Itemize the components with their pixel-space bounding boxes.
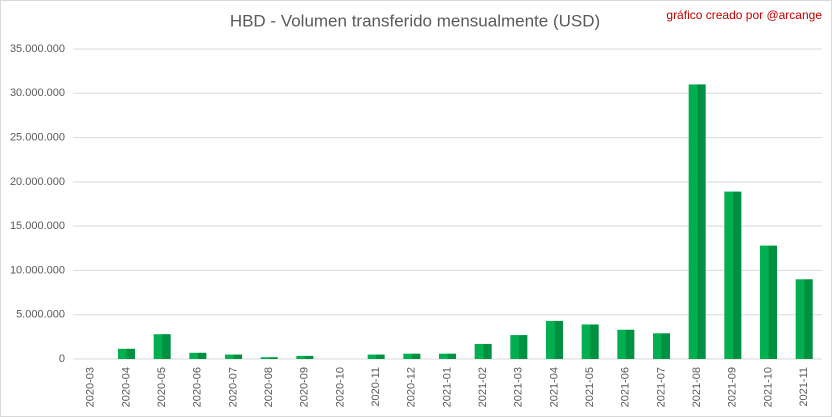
bar-group [403,353,421,359]
x-tick-label: 2021-11 [798,367,810,407]
bar [153,334,171,359]
bar-group [688,84,706,359]
x-tick-label: 2020-11 [370,367,382,407]
bar-group [795,279,813,359]
y-tick-label: 15.000.000 [10,220,65,232]
bar [795,279,813,359]
x-tick-label: 2021-04 [548,367,560,407]
bar-shade [768,245,777,359]
bar-shade [447,353,456,359]
x-tick-label: 2020-08 [263,367,275,407]
bar-shade [269,357,278,359]
bar-shade [197,352,207,359]
y-tick-label: 20.000.000 [10,176,65,188]
bar-group [189,352,207,359]
bar [617,329,635,359]
x-tick-label: 2020-09 [299,367,311,407]
bar [510,335,528,359]
x-tick-label: 2020-03 [85,367,97,407]
bar-group [439,353,456,359]
x-tick-label: 2021-06 [620,367,632,407]
bar [546,320,563,359]
bar [225,354,242,359]
bar-group [510,335,528,359]
bar [260,357,278,359]
bar-group [474,343,492,359]
x-tick-label: 2020-04 [120,367,132,407]
bar-shade [625,329,635,359]
bar-shade [162,334,171,359]
bar-shade [304,355,314,359]
annotation: gráfico creado por @arcange [666,8,822,22]
bar-shade [233,354,242,359]
bar-group [653,333,670,359]
bar [688,84,706,359]
bar [724,191,742,359]
bar-shade [554,320,563,359]
x-tick-label: 2021-01 [441,367,453,407]
x-tick-label: 2021-10 [762,367,774,407]
x-tick-label: 2020-06 [192,367,204,407]
bar [439,353,456,359]
bar-group [153,334,171,359]
x-tick-label: 2020-12 [406,367,418,407]
bar-group [724,191,742,359]
bar [760,245,777,359]
bar [367,354,385,359]
bar [581,324,599,359]
x-tick-label: 2021-09 [727,367,739,407]
bar-group [367,354,385,359]
bar-group [225,354,242,359]
bar-group [260,357,278,359]
bar-shade [518,335,528,359]
bar-shade [126,348,135,359]
bar [189,352,207,359]
y-tick-label: 10.000.000 [10,264,65,276]
bar-shade [697,84,706,359]
y-tick-label: 30.000.000 [10,87,65,99]
chart-title: HBD - Volumen transferido mensualmente (… [230,11,600,30]
bar [118,348,135,359]
bar-shade [661,333,670,359]
bar-shade [732,191,742,359]
bar-shade [483,343,492,359]
x-tick-label: 2021-03 [513,367,525,407]
y-tick-label: 25.000.000 [10,131,65,143]
bar-shade [590,324,599,359]
bar-group [581,324,599,359]
y-tick-label: 0 [59,353,65,365]
x-tick-label: 2021-05 [584,367,596,407]
x-tick-label: 2020-07 [227,367,239,407]
bar [403,353,421,359]
bar-group [617,329,635,359]
y-tick-label: 5.000.000 [16,309,65,321]
x-tick-label: 2021-02 [477,367,489,407]
y-tick-label: 35.000.000 [10,43,65,55]
bar-shade [411,353,421,359]
x-tick-label: 2021-08 [691,367,703,407]
bar-group [118,348,135,359]
bar [296,355,314,359]
x-tick-label: 2020-05 [156,367,168,407]
x-tick-label: 2020-10 [334,367,346,407]
bar-group [546,320,563,359]
bar-shade [376,354,385,359]
x-tick-label: 2021-07 [655,367,667,407]
bar-group [296,355,314,359]
bar-group [760,245,777,359]
bar [653,333,670,359]
bar [474,343,492,359]
bar-shade [804,279,813,359]
